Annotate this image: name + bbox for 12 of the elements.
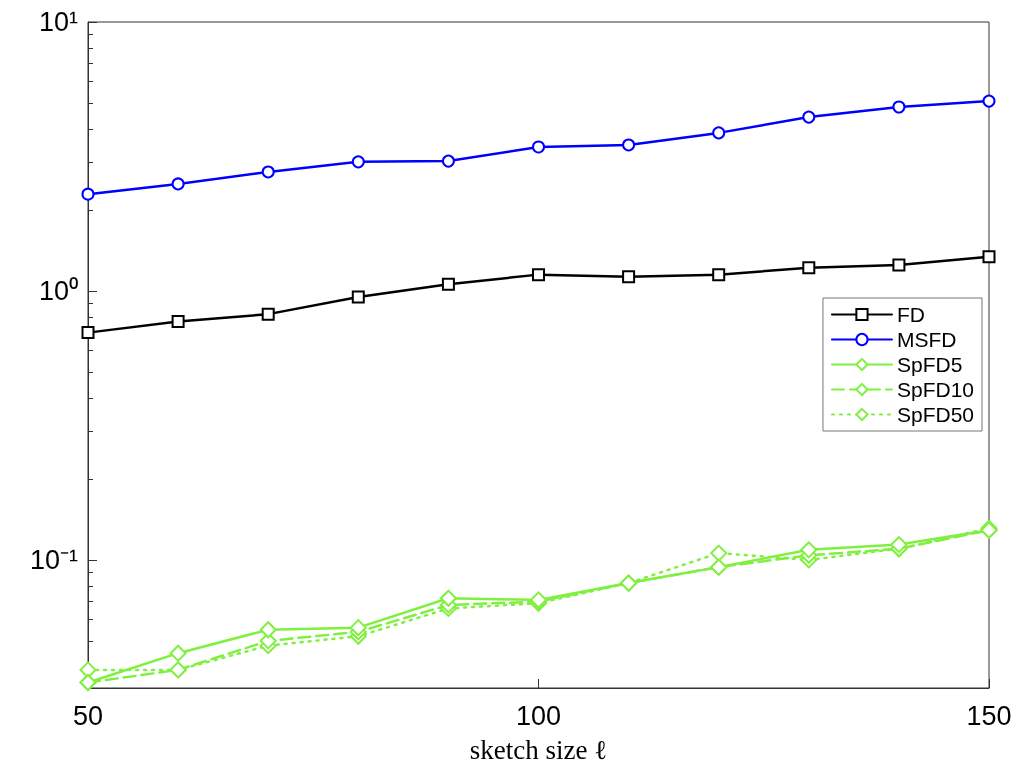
x-tick-label: 100	[515, 700, 562, 731]
x-tick-label: 150	[966, 700, 1012, 731]
y-tick-label: 10⁻¹	[29, 544, 78, 575]
x-tick-label: 50	[72, 700, 104, 731]
legend-label: FD	[896, 303, 925, 326]
legend-label: SpFD50	[896, 403, 975, 426]
x-axis-title: sketch size ℓ	[469, 734, 608, 765]
legend-label: MSFD	[896, 328, 957, 351]
y-tick-label: 10⁰	[38, 275, 78, 306]
y-tick-label: 10¹	[38, 7, 78, 37]
legend-label: SpFD5	[896, 353, 963, 376]
legend-label: SpFD10	[896, 378, 975, 401]
